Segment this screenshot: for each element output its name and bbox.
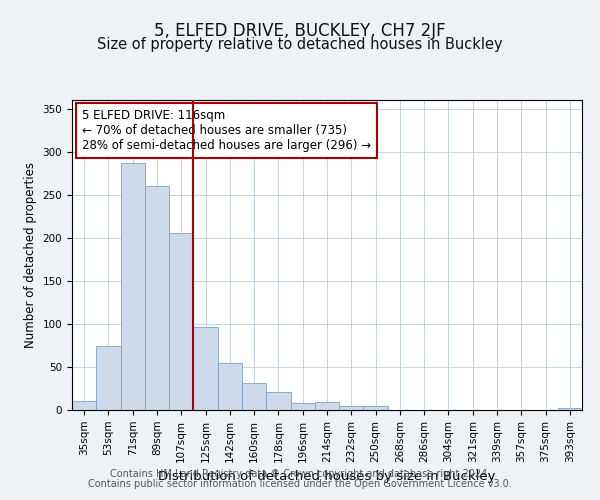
Bar (290, 403, 315, 410)
Text: Size of property relative to detached houses in Buckley: Size of property relative to detached ho… (97, 38, 503, 52)
Bar (339, 406, 364, 410)
Text: 5 ELFED DRIVE: 116sqm
← 70% of detached houses are smaller (735)
28% of semi-det: 5 ELFED DRIVE: 116sqm ← 70% of detached … (82, 110, 371, 152)
Bar (145, 186, 169, 410)
Bar (364, 406, 388, 410)
Text: Contains HM Land Registry data © Crown copyright and database right 2024.: Contains HM Land Registry data © Crown c… (110, 469, 490, 479)
Text: 5, ELFED DRIVE, BUCKLEY, CH7 2JF: 5, ELFED DRIVE, BUCKLEY, CH7 2JF (154, 22, 446, 40)
Bar (72, 402, 96, 410)
X-axis label: Distribution of detached houses by size in Buckley: Distribution of detached houses by size … (158, 470, 496, 483)
Bar (218, 362, 242, 410)
Y-axis label: Number of detached properties: Number of detached properties (24, 162, 37, 348)
Bar (193, 328, 218, 410)
Bar (315, 402, 339, 410)
Bar (242, 384, 266, 410)
Text: Contains public sector information licensed under the Open Government Licence v3: Contains public sector information licen… (88, 479, 512, 489)
Bar (266, 392, 290, 410)
Bar (96, 346, 121, 410)
Bar (169, 234, 193, 410)
Bar (121, 163, 145, 410)
Bar (558, 408, 582, 410)
